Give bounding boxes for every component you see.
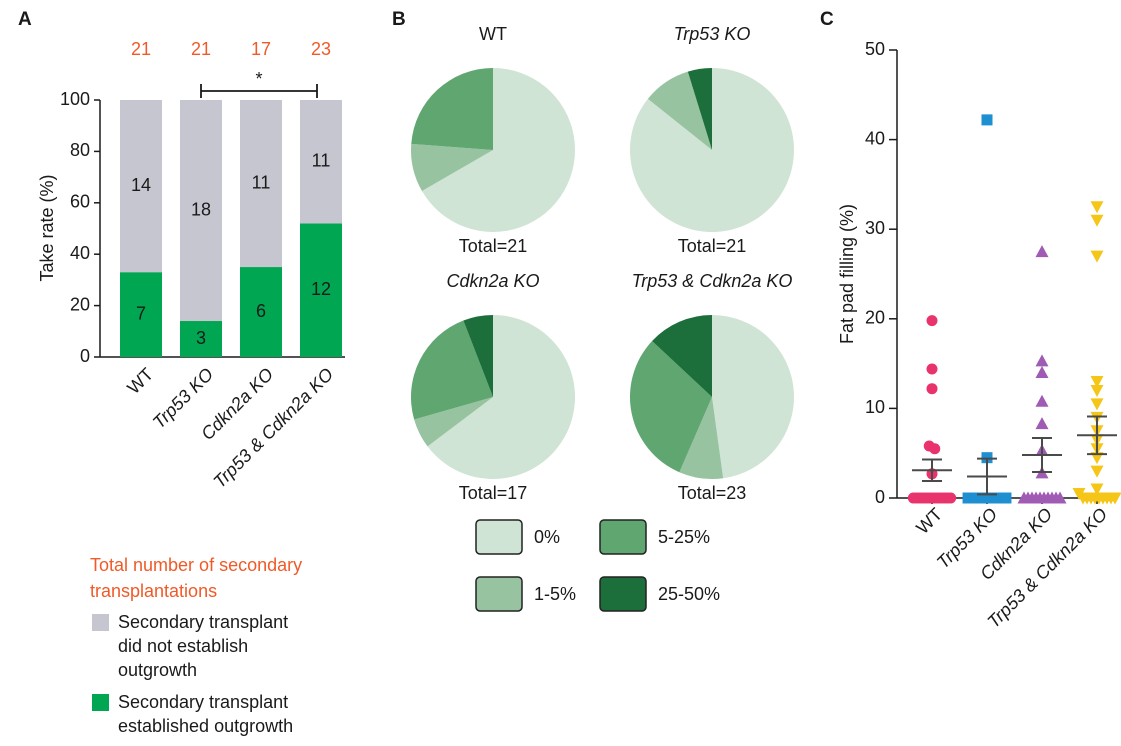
pie-total: Total=17 bbox=[459, 483, 528, 503]
pie-slice bbox=[411, 68, 493, 150]
y-tick-label: 10 bbox=[865, 397, 885, 417]
pie-title: Trp53 & Cdkn2a KO bbox=[632, 271, 793, 291]
point bbox=[1000, 493, 1011, 504]
data-label: 6 bbox=[256, 301, 266, 321]
data-label: 12 bbox=[311, 279, 331, 299]
legend-swatch bbox=[600, 577, 646, 611]
point bbox=[929, 443, 940, 454]
legend-label: Secondary transplant did not establish o… bbox=[118, 610, 308, 682]
y-tick-label: 30 bbox=[865, 218, 885, 238]
y-tick-label: 100 bbox=[60, 89, 90, 109]
x-tick-label: WT bbox=[123, 364, 157, 398]
panel-label: C bbox=[820, 9, 834, 30]
point bbox=[1036, 245, 1049, 257]
y-tick-label: 40 bbox=[865, 128, 885, 148]
y-tick-label: 0 bbox=[80, 346, 90, 366]
y-tick-label: 80 bbox=[70, 140, 90, 160]
data-label: 18 bbox=[191, 199, 211, 219]
data-label: 7 bbox=[136, 303, 146, 323]
x-tick-label: WT bbox=[912, 504, 946, 538]
legend-swatch bbox=[92, 694, 109, 711]
panel-label: B bbox=[392, 9, 406, 30]
y-tick-label: 40 bbox=[70, 243, 90, 263]
legend-swatch bbox=[476, 520, 522, 554]
page: {"panel_labels": ["A", "B", "C"], "chart… bbox=[0, 0, 1121, 721]
pie-total: Total=21 bbox=[678, 236, 747, 256]
point bbox=[1091, 201, 1104, 213]
point bbox=[1036, 366, 1049, 378]
point bbox=[982, 114, 993, 125]
point bbox=[1091, 251, 1104, 263]
pie-total: Total=23 bbox=[678, 483, 747, 503]
panel-label: A bbox=[18, 9, 32, 30]
point bbox=[1091, 385, 1104, 397]
total-label: 17 bbox=[251, 39, 271, 59]
point bbox=[1036, 354, 1049, 366]
y-tick-label: 0 bbox=[875, 487, 885, 507]
pie-title: Cdkn2a KO bbox=[446, 271, 539, 291]
point bbox=[1091, 215, 1104, 227]
point bbox=[1036, 417, 1049, 429]
legend-label: 5-25% bbox=[658, 527, 710, 547]
legend-label: 25-50% bbox=[658, 584, 720, 604]
y-tick-label: 60 bbox=[70, 192, 90, 212]
pie-title: Trp53 KO bbox=[674, 24, 751, 44]
legend: Total number of secondary transplantatio… bbox=[90, 552, 350, 746]
point bbox=[927, 315, 938, 326]
significance-label: * bbox=[255, 69, 262, 89]
pie-total: Total=21 bbox=[459, 236, 528, 256]
point bbox=[927, 363, 938, 374]
x-tick-label: Trp53 & Cdkn2a KO bbox=[209, 364, 337, 492]
point bbox=[1091, 466, 1104, 478]
point bbox=[927, 383, 938, 394]
legend-swatch bbox=[92, 614, 109, 631]
pie-slice bbox=[712, 315, 794, 478]
total-label: 23 bbox=[311, 39, 331, 59]
legend-swatch bbox=[600, 520, 646, 554]
point bbox=[1091, 398, 1104, 410]
pie-title: WT bbox=[479, 24, 507, 44]
total-label: 21 bbox=[191, 39, 211, 59]
legend-swatch bbox=[476, 577, 522, 611]
legend-item: Secondary transplant established outgrow… bbox=[90, 690, 350, 738]
y-tick-label: 50 bbox=[865, 39, 885, 59]
y-tick-label: 20 bbox=[865, 308, 885, 328]
legend-label: 1-5% bbox=[534, 584, 576, 604]
legend-title: Total number of secondary transplantatio… bbox=[90, 552, 330, 604]
y-axis-label: Take rate (%) bbox=[37, 174, 57, 281]
data-label: 11 bbox=[252, 172, 271, 192]
total-label: 21 bbox=[131, 39, 151, 59]
legend-label: Secondary transplant established outgrow… bbox=[118, 690, 308, 738]
point bbox=[945, 493, 956, 504]
y-tick-label: 20 bbox=[70, 294, 90, 314]
legend-item: Secondary transplant did not establish o… bbox=[90, 610, 350, 682]
y-axis-label: Fat pad filling (%) bbox=[837, 204, 857, 344]
data-label: 11 bbox=[312, 150, 331, 170]
data-label: 3 bbox=[196, 328, 206, 348]
data-label: 14 bbox=[131, 175, 151, 195]
point bbox=[1036, 395, 1049, 407]
legend-label: 0% bbox=[534, 527, 560, 547]
